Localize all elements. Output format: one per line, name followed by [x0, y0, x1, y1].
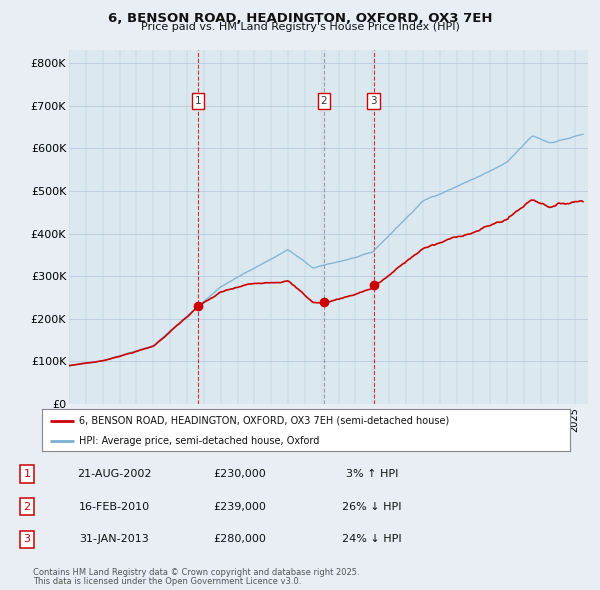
- Text: 3: 3: [23, 535, 31, 545]
- Text: £280,000: £280,000: [214, 535, 266, 545]
- Text: Contains HM Land Registry data © Crown copyright and database right 2025.: Contains HM Land Registry data © Crown c…: [33, 568, 359, 576]
- Text: 24% ↓ HPI: 24% ↓ HPI: [342, 535, 402, 545]
- Text: 2: 2: [320, 96, 327, 106]
- Text: HPI: Average price, semi-detached house, Oxford: HPI: Average price, semi-detached house,…: [79, 436, 319, 445]
- Text: Price paid vs. HM Land Registry's House Price Index (HPI): Price paid vs. HM Land Registry's House …: [140, 22, 460, 32]
- Text: 2: 2: [23, 502, 31, 512]
- Text: 6, BENSON ROAD, HEADINGTON, OXFORD, OX3 7EH: 6, BENSON ROAD, HEADINGTON, OXFORD, OX3 …: [108, 12, 492, 25]
- Text: £239,000: £239,000: [214, 502, 266, 512]
- Text: 21-AUG-2002: 21-AUG-2002: [77, 469, 151, 479]
- Text: 16-FEB-2010: 16-FEB-2010: [79, 502, 149, 512]
- Text: 26% ↓ HPI: 26% ↓ HPI: [342, 502, 402, 512]
- Text: 1: 1: [194, 96, 201, 106]
- Text: 3: 3: [370, 96, 377, 106]
- Text: This data is licensed under the Open Government Licence v3.0.: This data is licensed under the Open Gov…: [33, 577, 301, 586]
- Text: £230,000: £230,000: [214, 469, 266, 479]
- Text: 6, BENSON ROAD, HEADINGTON, OXFORD, OX3 7EH (semi-detached house): 6, BENSON ROAD, HEADINGTON, OXFORD, OX3 …: [79, 416, 449, 426]
- Text: 1: 1: [23, 469, 31, 479]
- Text: 31-JAN-2013: 31-JAN-2013: [79, 535, 149, 545]
- Text: 3% ↑ HPI: 3% ↑ HPI: [346, 469, 398, 479]
